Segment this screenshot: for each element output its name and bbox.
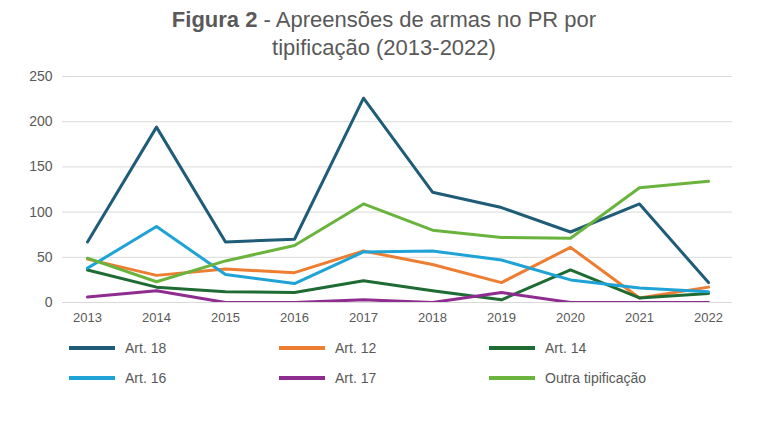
html-text:Art. 12: Art. 12 (335, 340, 377, 356)
svg-text:150: 150 (29, 158, 53, 174)
html-text:Figura 2 - Apreensões de armas: Figura 2 - Apreensões de armas no PR por… (171, 7, 597, 60)
svg-text:2022: 2022 (694, 310, 723, 325)
svg-text:2018: 2018 (418, 310, 447, 325)
html-text:Art. 17: Art. 17 (335, 370, 377, 386)
svg-text:2017: 2017 (349, 310, 378, 325)
svg-text:0: 0 (45, 294, 53, 310)
svg-text:2013: 2013 (73, 310, 102, 325)
svg-text:100: 100 (29, 204, 53, 220)
svg-text:200: 200 (29, 113, 53, 129)
svg-text:2014: 2014 (142, 310, 171, 325)
svg-text:250: 250 (29, 68, 53, 84)
html-text:Art. 16: Art. 16 (125, 370, 167, 386)
html-text:Outra tipificação: Outra tipificação (545, 370, 647, 386)
svg-text:50: 50 (37, 249, 53, 265)
html-text:Art. 14: Art. 14 (545, 340, 587, 356)
html-text:Art. 18: Art. 18 (125, 340, 167, 356)
svg-text:2020: 2020 (556, 310, 585, 325)
svg-text:2021: 2021 (625, 310, 654, 325)
svg-text:2015: 2015 (211, 310, 240, 325)
svg-text:2019: 2019 (487, 310, 516, 325)
svg-text:2016: 2016 (280, 310, 309, 325)
